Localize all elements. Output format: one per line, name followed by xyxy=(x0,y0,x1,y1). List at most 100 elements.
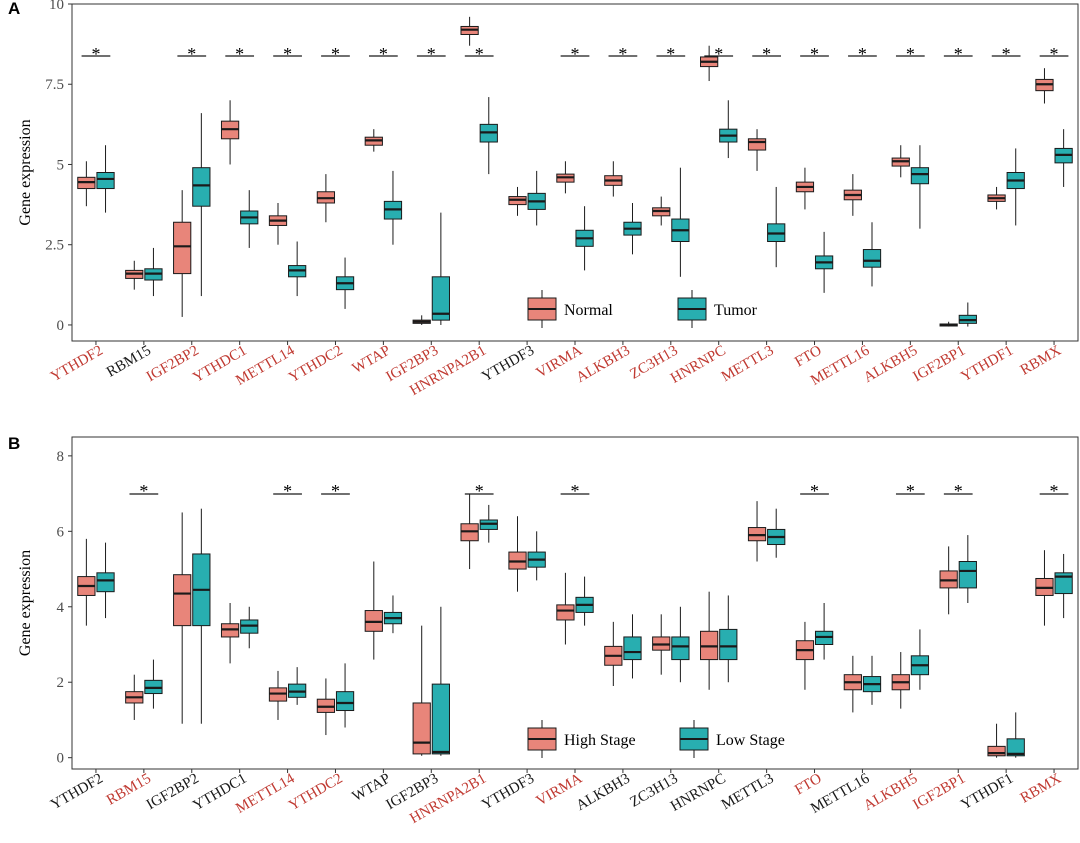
category-group xyxy=(939,535,977,615)
y-axis-title: Gene expression xyxy=(17,550,34,656)
box-normal xyxy=(460,16,479,46)
box-normal xyxy=(508,186,527,216)
category-group xyxy=(891,145,930,229)
box-body xyxy=(173,221,192,275)
box-normal xyxy=(700,45,719,82)
significance-star: * xyxy=(571,481,580,501)
box-body xyxy=(192,167,211,207)
category-group xyxy=(747,501,786,562)
box-body xyxy=(623,636,642,661)
category-group xyxy=(652,606,690,683)
x-tick-label: YTHDF1 xyxy=(958,343,1016,386)
box-low-stage xyxy=(479,504,498,543)
box-normal xyxy=(891,145,910,178)
box-low-stage xyxy=(192,508,211,724)
box-low-stage xyxy=(814,603,834,660)
x-tick-label: RBMX xyxy=(1018,343,1064,379)
box-low-stage xyxy=(767,508,786,558)
category-group xyxy=(173,113,211,317)
box-tumor xyxy=(96,145,115,213)
y-tick-label: 0 xyxy=(57,751,65,767)
x-tick-label: RBMX xyxy=(1018,771,1064,807)
significance-star: * xyxy=(954,481,963,501)
x-tick-label: IGF2BP1 xyxy=(910,343,968,386)
significance-star: * xyxy=(331,44,340,64)
box-high-stage xyxy=(316,678,336,736)
legend-label: Normal xyxy=(564,302,613,319)
category-group xyxy=(412,212,450,325)
significance-star: * xyxy=(714,44,723,64)
significance-star: * xyxy=(475,481,484,501)
box-low-stage xyxy=(527,531,546,581)
box-high-stage xyxy=(652,614,671,675)
panel-letter: B xyxy=(8,434,20,453)
x-tick-label: FTO xyxy=(792,343,824,371)
box-body xyxy=(431,683,450,755)
y-tick-label: 6 xyxy=(57,524,65,540)
box-high-stage xyxy=(556,572,575,645)
box-normal xyxy=(843,174,862,216)
significance-star: * xyxy=(235,44,244,64)
box-low-stage xyxy=(96,542,115,619)
x-tick-label: YTHDF1 xyxy=(958,771,1016,814)
category-group xyxy=(987,148,1025,226)
significance-star: * xyxy=(906,481,915,501)
box-tumor xyxy=(719,100,738,159)
category-group xyxy=(795,603,834,690)
box-normal xyxy=(316,174,336,223)
box-body xyxy=(335,691,355,712)
significance-star: * xyxy=(1050,481,1059,501)
x-tick-label: YTHDF2 xyxy=(48,343,106,386)
box-high-stage xyxy=(508,516,527,592)
box-high-stage xyxy=(891,652,910,709)
significance-star: * xyxy=(379,44,388,64)
significance-star: * xyxy=(331,481,340,501)
box-low-stage xyxy=(862,655,882,705)
box-low-stage xyxy=(671,606,690,683)
category-group xyxy=(795,167,834,293)
category-group xyxy=(700,591,738,690)
y-tick-label: 2.5 xyxy=(45,238,64,254)
category-group xyxy=(556,161,594,271)
category-group xyxy=(508,516,546,592)
box-tumor xyxy=(623,202,642,255)
y-tick-label: 7.5 xyxy=(45,77,64,93)
y-tick-label: 10 xyxy=(49,0,64,13)
box-body xyxy=(958,561,977,589)
box-high-stage xyxy=(747,501,767,562)
box-high-stage xyxy=(173,512,192,724)
panel-letter: A xyxy=(8,0,20,18)
box-high-stage xyxy=(604,621,623,686)
category-group xyxy=(1035,550,1073,626)
box-normal xyxy=(125,260,144,290)
box-tumor xyxy=(431,212,450,325)
category-group xyxy=(364,129,403,245)
x-tick-label: IGF2BP2 xyxy=(144,771,202,814)
legend-label: Tumor xyxy=(714,302,758,319)
category-group xyxy=(77,538,115,626)
box-tumor xyxy=(383,170,403,245)
category-group xyxy=(125,659,163,720)
significance-star: * xyxy=(475,44,484,64)
box-normal xyxy=(795,167,815,210)
category-group xyxy=(843,655,882,713)
box-body xyxy=(671,636,690,661)
box-tumor xyxy=(1006,148,1025,226)
category-group xyxy=(652,167,690,277)
category-group xyxy=(604,161,642,255)
y-axis-title: Gene expression xyxy=(17,119,34,225)
category-group xyxy=(508,170,546,226)
box-normal xyxy=(987,186,1006,210)
box-tumor xyxy=(958,302,977,327)
box-high-stage xyxy=(364,561,383,660)
category-group xyxy=(987,712,1025,758)
box-tumor xyxy=(910,145,930,229)
x-tick-label: YTHDF3 xyxy=(479,771,537,814)
category-group xyxy=(1035,68,1073,187)
significance-star: * xyxy=(666,44,675,64)
box-tumor xyxy=(335,257,355,309)
box-normal xyxy=(1035,68,1054,104)
category-group xyxy=(125,247,163,297)
significance-star: * xyxy=(427,44,436,64)
